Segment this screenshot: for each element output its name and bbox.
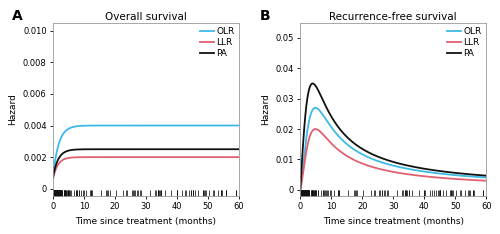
LLR bbox=[228, 156, 234, 158]
PA bbox=[446, 171, 452, 174]
OLR bbox=[236, 124, 242, 127]
Line: OLR: OLR bbox=[300, 108, 486, 190]
Line: LLR: LLR bbox=[300, 129, 486, 190]
PA bbox=[442, 170, 448, 173]
LLR bbox=[484, 179, 490, 182]
OLR bbox=[69, 126, 75, 129]
LLR bbox=[195, 156, 201, 158]
Legend: OLR, LLR, PA: OLR, LLR, PA bbox=[198, 26, 236, 60]
OLR bbox=[298, 188, 304, 191]
Text: A: A bbox=[12, 9, 22, 23]
Title: Overall survival: Overall survival bbox=[105, 12, 187, 22]
OLR bbox=[125, 124, 131, 127]
LLR bbox=[380, 168, 386, 171]
PA bbox=[195, 148, 201, 151]
PA bbox=[69, 149, 75, 151]
Line: PA: PA bbox=[300, 84, 486, 189]
LLR bbox=[442, 177, 448, 180]
OLR bbox=[316, 109, 322, 112]
Legend: OLR, LLR, PA: OLR, LLR, PA bbox=[446, 26, 484, 60]
PA bbox=[484, 174, 490, 177]
LLR bbox=[298, 188, 304, 191]
PA bbox=[198, 148, 204, 151]
OLR bbox=[425, 171, 431, 174]
LLR bbox=[446, 177, 452, 180]
Line: OLR: OLR bbox=[53, 125, 239, 177]
LLR bbox=[178, 156, 184, 158]
PA bbox=[316, 91, 322, 94]
LLR bbox=[132, 156, 138, 158]
OLR bbox=[178, 124, 184, 127]
PA bbox=[50, 176, 56, 179]
PA bbox=[132, 148, 138, 151]
OLR bbox=[195, 124, 201, 127]
OLR bbox=[484, 176, 490, 179]
PA bbox=[310, 82, 316, 85]
OLR bbox=[446, 173, 452, 176]
PA bbox=[380, 157, 386, 160]
OLR bbox=[442, 173, 448, 176]
Line: LLR: LLR bbox=[53, 157, 239, 179]
LLR bbox=[236, 156, 242, 158]
PA bbox=[235, 148, 241, 151]
OLR bbox=[372, 159, 378, 162]
LLR bbox=[198, 156, 204, 158]
PA bbox=[125, 148, 131, 151]
LLR bbox=[425, 175, 431, 178]
LLR bbox=[69, 156, 75, 159]
PA bbox=[372, 154, 378, 157]
Title: Recurrence-free survival: Recurrence-free survival bbox=[330, 12, 457, 22]
OLR bbox=[198, 124, 204, 127]
LLR bbox=[50, 178, 56, 180]
OLR bbox=[50, 176, 56, 179]
LLR bbox=[372, 167, 378, 169]
LLR bbox=[125, 156, 131, 158]
OLR bbox=[132, 124, 138, 127]
OLR bbox=[236, 124, 242, 127]
LLR bbox=[316, 130, 322, 132]
PA bbox=[298, 188, 304, 191]
PA bbox=[425, 168, 431, 171]
Y-axis label: Hazard: Hazard bbox=[261, 93, 270, 125]
Text: B: B bbox=[260, 9, 270, 23]
Line: PA: PA bbox=[53, 149, 239, 178]
Y-axis label: Hazard: Hazard bbox=[8, 93, 18, 125]
X-axis label: Time since treatment (months): Time since treatment (months) bbox=[76, 217, 216, 226]
OLR bbox=[312, 106, 318, 109]
X-axis label: Time since treatment (months): Time since treatment (months) bbox=[323, 217, 464, 226]
OLR bbox=[380, 161, 386, 164]
PA bbox=[236, 148, 242, 151]
PA bbox=[178, 148, 184, 151]
LLR bbox=[312, 128, 318, 130]
